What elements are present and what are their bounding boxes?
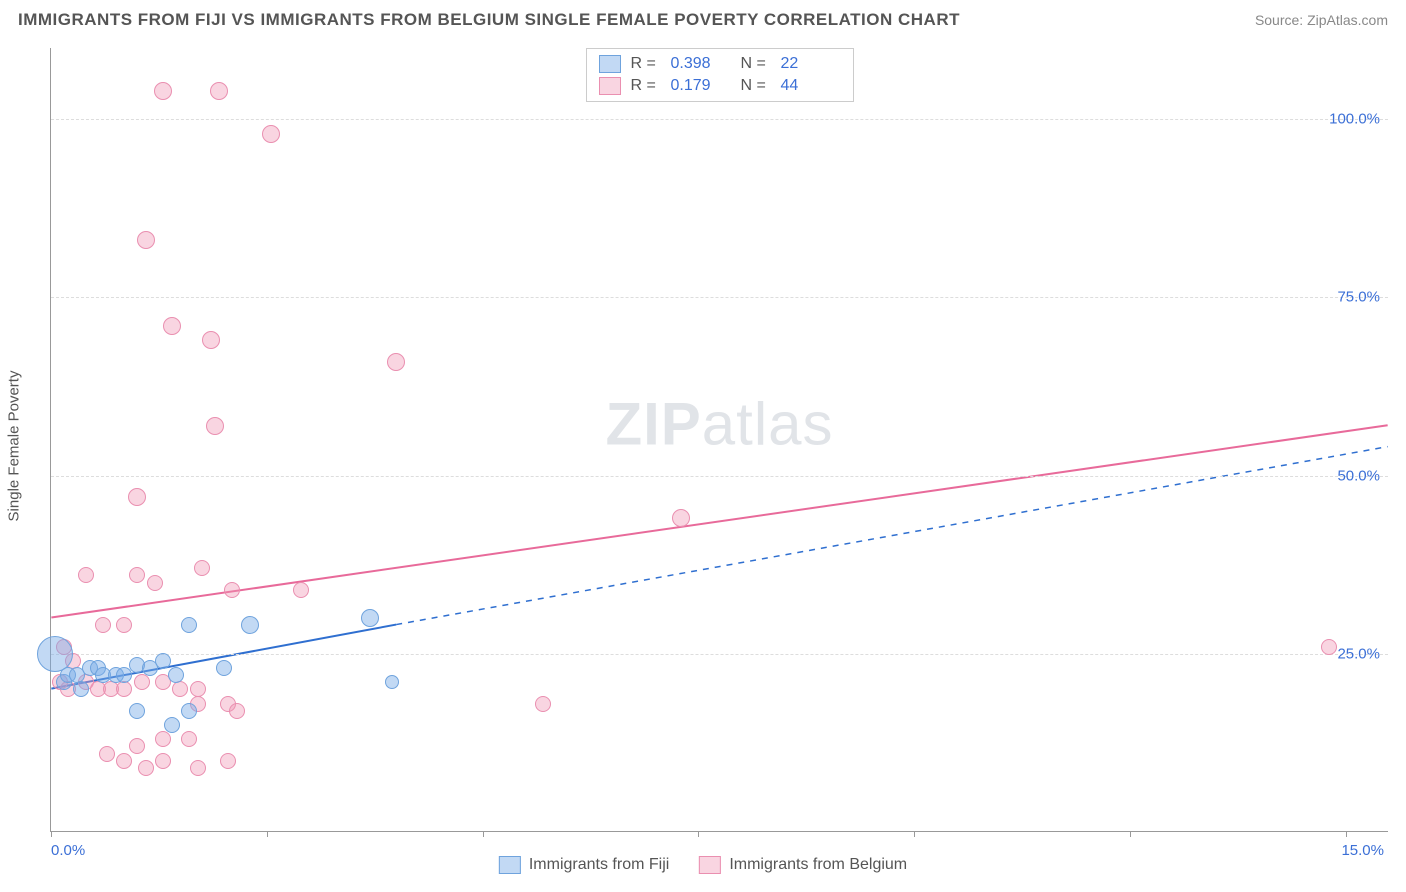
belgium-point xyxy=(155,731,171,747)
belgium-point xyxy=(155,753,171,769)
correlation-legend: R = 0.398 N = 22 R = 0.179 N = 44 xyxy=(586,48,854,102)
belgium-point xyxy=(224,582,240,598)
belgium-point xyxy=(210,82,228,100)
belgium-point xyxy=(181,731,197,747)
x-tick-mark xyxy=(698,831,699,837)
series-legend: Immigrants from Fiji Immigrants from Bel… xyxy=(499,856,907,874)
r-label: R = xyxy=(631,55,661,73)
x-tick-mark xyxy=(1346,831,1347,837)
legend-row-belgium: R = 0.179 N = 44 xyxy=(599,75,841,97)
fiji-point xyxy=(164,717,180,733)
belgium-point xyxy=(129,738,145,754)
fiji-point xyxy=(181,703,197,719)
x-tick-label-right: 15.0% xyxy=(1341,842,1384,859)
belgium-point xyxy=(206,417,224,435)
fiji-point xyxy=(116,667,132,683)
fiji-series-label: Immigrants from Fiji xyxy=(529,856,669,874)
grid-line xyxy=(51,654,1388,655)
fiji-point xyxy=(385,675,399,689)
fiji-point xyxy=(155,653,171,669)
y-axis-title: Single Female Poverty xyxy=(6,371,23,522)
belgium-point xyxy=(95,617,111,633)
source-prefix: Source: xyxy=(1255,12,1307,28)
chart-title: IMMIGRANTS FROM FIJI VS IMMIGRANTS FROM … xyxy=(18,10,960,30)
belgium-point xyxy=(229,703,245,719)
belgium-point xyxy=(293,582,309,598)
fiji-point xyxy=(181,617,197,633)
belgium-point xyxy=(154,82,172,100)
fiji-point xyxy=(73,681,89,697)
belgium-point xyxy=(116,753,132,769)
x-tick-mark xyxy=(51,831,52,837)
x-tick-mark xyxy=(1130,831,1131,837)
belgium-point xyxy=(163,317,181,335)
belgium-point xyxy=(262,125,280,143)
belgium-point xyxy=(147,575,163,591)
x-tick-mark xyxy=(914,831,915,837)
trend-line xyxy=(396,447,1387,625)
x-tick-label-left: 0.0% xyxy=(51,842,85,859)
belgium-point xyxy=(194,560,210,576)
belgium-point xyxy=(190,760,206,776)
x-tick-mark xyxy=(267,831,268,837)
x-tick-mark xyxy=(483,831,484,837)
y-tick-label: 25.0% xyxy=(1337,645,1380,662)
belgium-point xyxy=(78,567,94,583)
belgium-point xyxy=(129,567,145,583)
trend-lines xyxy=(51,48,1388,831)
grid-line xyxy=(51,297,1388,298)
n-label: N = xyxy=(741,55,771,73)
fiji-point xyxy=(241,616,259,634)
fiji-point xyxy=(168,667,184,683)
belgium-series-label: Immigrants from Belgium xyxy=(729,856,907,874)
belgium-point xyxy=(138,760,154,776)
belgium-point xyxy=(672,509,690,527)
belgium-point xyxy=(535,696,551,712)
fiji-point xyxy=(216,660,232,676)
r-label: R = xyxy=(631,77,661,95)
belgium-point xyxy=(128,488,146,506)
belgium-swatch-icon xyxy=(699,856,721,874)
belgium-point xyxy=(137,231,155,249)
belgium-point xyxy=(116,681,132,697)
chart-source: Source: ZipAtlas.com xyxy=(1255,12,1388,28)
belgium-swatch xyxy=(599,77,621,95)
belgium-point xyxy=(116,617,132,633)
fiji-n-value: 22 xyxy=(781,55,841,73)
y-tick-label: 75.0% xyxy=(1337,289,1380,306)
belgium-point xyxy=(1321,639,1337,655)
source-site: ZipAtlas.com xyxy=(1307,12,1388,28)
fiji-r-value: 0.398 xyxy=(671,55,731,73)
belgium-point xyxy=(220,753,236,769)
grid-line xyxy=(51,119,1388,120)
fiji-swatch xyxy=(599,55,621,73)
scatter-chart: ZIPatlas R = 0.398 N = 22 R = 0.179 N = … xyxy=(50,48,1388,832)
belgium-n-value: 44 xyxy=(781,77,841,95)
y-tick-label: 100.0% xyxy=(1329,111,1380,128)
legend-item-belgium: Immigrants from Belgium xyxy=(699,856,907,874)
belgium-point xyxy=(387,353,405,371)
legend-row-fiji: R = 0.398 N = 22 xyxy=(599,53,841,75)
legend-item-fiji: Immigrants from Fiji xyxy=(499,856,669,874)
trend-line xyxy=(51,425,1387,617)
belgium-point xyxy=(99,746,115,762)
y-tick-label: 50.0% xyxy=(1337,467,1380,484)
n-label: N = xyxy=(741,77,771,95)
fiji-point xyxy=(129,703,145,719)
belgium-point xyxy=(202,331,220,349)
chart-header: IMMIGRANTS FROM FIJI VS IMMIGRANTS FROM … xyxy=(0,0,1406,36)
belgium-point xyxy=(172,681,188,697)
fiji-point xyxy=(361,609,379,627)
belgium-r-value: 0.179 xyxy=(671,77,731,95)
belgium-point xyxy=(134,674,150,690)
grid-line xyxy=(51,476,1388,477)
fiji-swatch-icon xyxy=(499,856,521,874)
